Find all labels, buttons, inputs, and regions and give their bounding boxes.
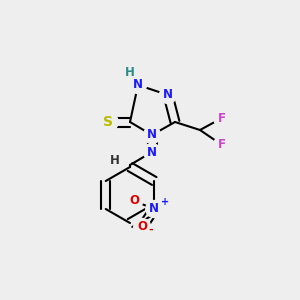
- Circle shape: [160, 86, 176, 103]
- Text: H: H: [125, 67, 135, 80]
- Text: F: F: [218, 139, 226, 152]
- Circle shape: [214, 136, 230, 154]
- Text: F: F: [218, 112, 226, 124]
- Text: N: N: [147, 146, 157, 158]
- Text: N: N: [163, 88, 173, 101]
- Text: N: N: [149, 202, 159, 215]
- Circle shape: [98, 112, 118, 132]
- Circle shape: [214, 110, 230, 127]
- Circle shape: [143, 143, 161, 161]
- Text: S: S: [103, 115, 113, 129]
- Circle shape: [126, 193, 143, 209]
- Text: O: O: [129, 194, 139, 208]
- Text: N: N: [133, 79, 143, 92]
- Circle shape: [130, 76, 146, 94]
- Text: +: +: [161, 197, 170, 207]
- Text: H: H: [110, 154, 120, 167]
- Circle shape: [134, 218, 151, 236]
- Text: O: O: [137, 220, 147, 233]
- Circle shape: [143, 127, 161, 143]
- Circle shape: [146, 200, 163, 218]
- Text: N: N: [147, 128, 157, 142]
- Text: -: -: [148, 225, 153, 235]
